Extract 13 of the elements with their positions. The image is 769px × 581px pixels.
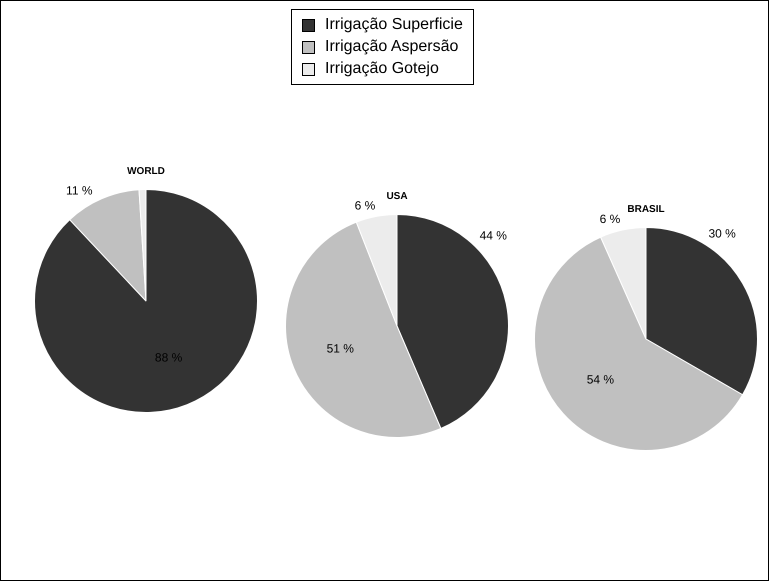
chart-title: BRASIL <box>627 204 665 215</box>
data-label: 6 % <box>354 198 376 212</box>
legend-label: Irrigação Gotejo <box>325 60 439 78</box>
data-label: 54 % <box>586 372 614 386</box>
data-label: 44 % <box>480 228 508 243</box>
data-label: 51 % <box>326 342 354 356</box>
data-label: 11 % <box>66 184 93 198</box>
legend-label: Irrigação Aspersão <box>325 38 458 56</box>
data-label: 6 % <box>600 212 621 226</box>
chart-title: USA <box>386 190 408 202</box>
text: WORLD <box>127 166 165 177</box>
legend-label: Irrigação Superficie <box>325 16 463 34</box>
data-label: 30 % <box>708 226 736 241</box>
